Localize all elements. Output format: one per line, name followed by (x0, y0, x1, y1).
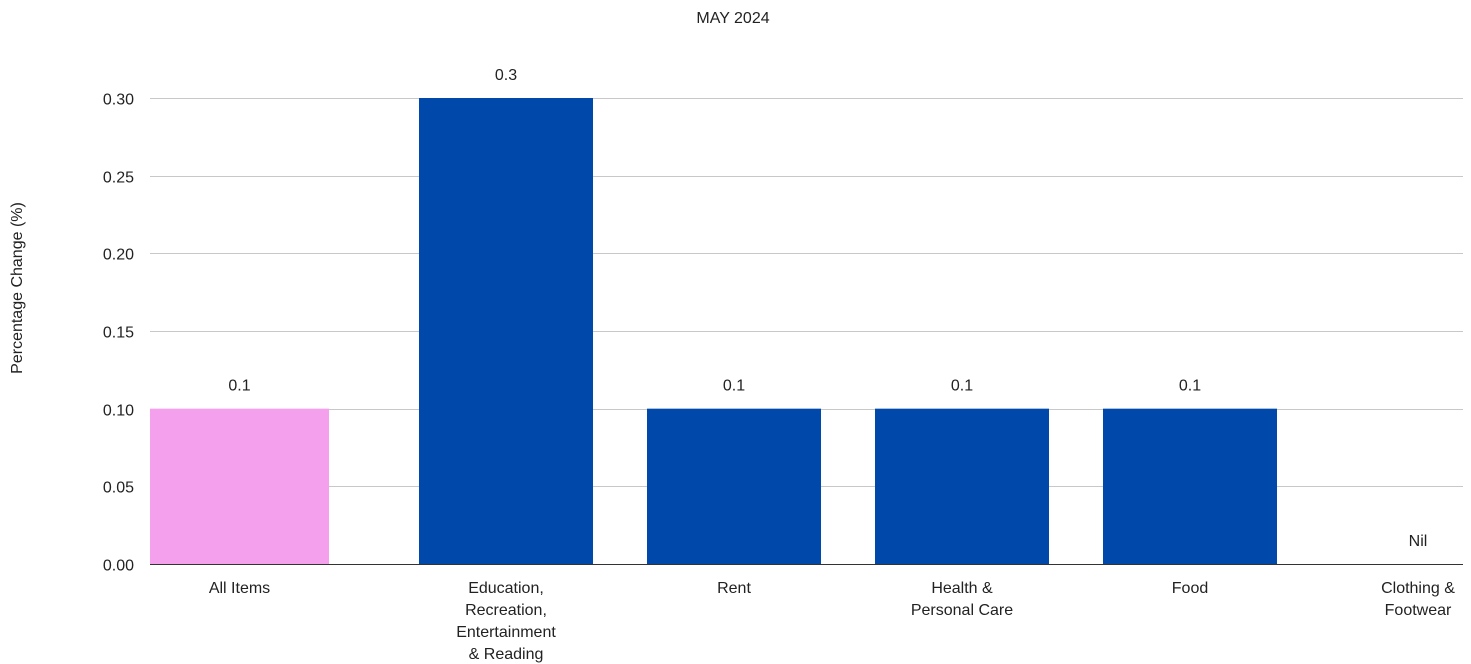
x-category-label: Food (1172, 580, 1208, 597)
x-axis-categories: All Items Education, Recreation, Entertainm… (209, 580, 1455, 663)
data-label: 0.1 (1179, 378, 1201, 395)
x-category-label: All Items (209, 580, 270, 597)
data-label: Nil (1409, 533, 1428, 550)
data-label: 0.1 (228, 378, 250, 395)
x-category-label: Health & (931, 580, 993, 597)
y-axis-label: Percentage Change (%) (9, 202, 26, 374)
data-labels: 0.1 0.3 0.1 0.1 0.1 Nil (228, 67, 1427, 550)
y-axis-ticks: 0.00 0.05 0.10 0.15 0.20 0.25 0.30 (103, 92, 134, 575)
y-tick-label: 0.20 (103, 247, 134, 264)
x-category-label: Clothing & (1381, 580, 1455, 597)
y-tick-label: 0.30 (103, 92, 134, 109)
x-category-label: Personal Care (911, 602, 1013, 619)
y-tick-label: 0.00 (103, 558, 134, 575)
y-tick-label: 0.05 (103, 480, 134, 497)
bar (647, 408, 821, 564)
data-label: 0.1 (723, 378, 745, 395)
x-category-label: Rent (717, 580, 751, 597)
x-category-label: Entertainment (456, 624, 556, 641)
x-category-label: Recreation, (465, 602, 547, 619)
bars (150, 98, 1277, 564)
y-tick-label: 0.15 (103, 325, 134, 342)
data-label: 0.1 (951, 378, 973, 395)
bar (875, 408, 1049, 564)
bar (419, 98, 593, 564)
x-category-label: Footwear (1385, 602, 1452, 619)
bar (1103, 408, 1277, 564)
bar (150, 408, 329, 564)
y-tick-label: 0.10 (103, 403, 134, 420)
y-tick-label: 0.25 (103, 170, 134, 187)
x-category-label: & Reading (469, 646, 544, 663)
chart-title: MAY 2024 (696, 10, 769, 27)
x-category-label: Education, (468, 580, 544, 597)
data-label: 0.3 (495, 67, 517, 84)
